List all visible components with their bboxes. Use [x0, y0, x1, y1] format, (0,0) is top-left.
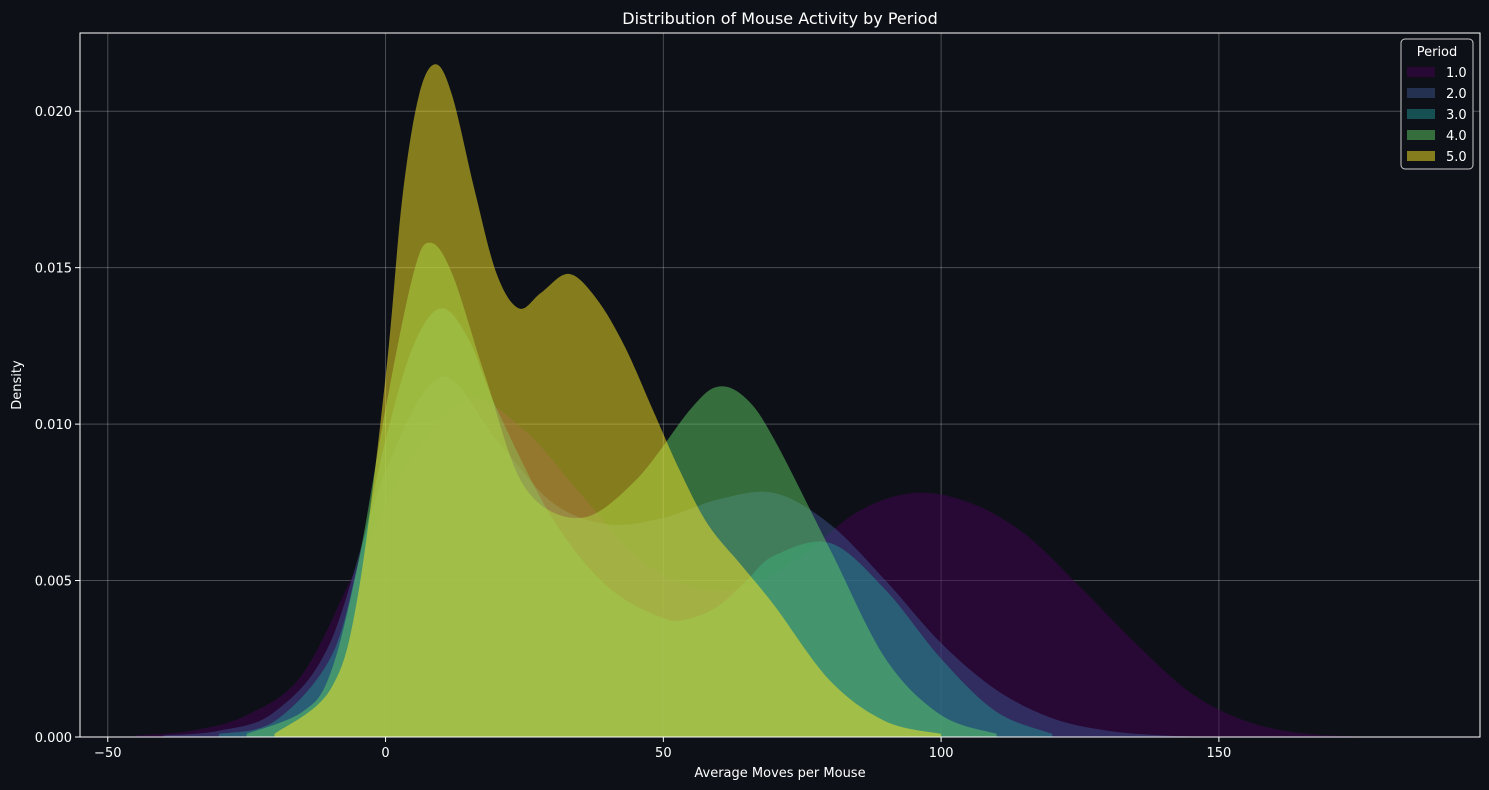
legend-swatch — [1407, 67, 1435, 77]
legend-label: 1.0 — [1446, 66, 1467, 81]
legend-swatch — [1407, 151, 1435, 161]
legend-label: 5.0 — [1446, 150, 1467, 165]
legend-swatch — [1407, 88, 1435, 98]
plot-frame — [79, 32, 1481, 738]
y-tick-label: 0.010 — [35, 418, 72, 433]
y-axis-ticks: 0.000 0.005 0.010 0.015 0.020 — [35, 105, 80, 746]
x-tick-label: 100 — [929, 746, 954, 761]
x-axis-ticks: −50 0 50 100 150 — [94, 737, 1231, 761]
legend-title: Period — [1417, 45, 1458, 60]
density-area-period-5-0 — [274, 64, 942, 738]
x-tick-label: 0 — [381, 746, 389, 761]
y-tick-label: 0.005 — [35, 575, 72, 590]
x-tick-label: 50 — [655, 746, 672, 761]
y-axis-label: Density — [10, 360, 25, 410]
legend-swatch — [1407, 109, 1435, 119]
x-tick-label: −50 — [94, 746, 121, 761]
x-tick-label: 150 — [1206, 746, 1231, 761]
legend-label: 4.0 — [1446, 129, 1467, 144]
legend-label: 2.0 — [1446, 87, 1467, 102]
x-axis-label: Average Moves per Mouse — [694, 766, 865, 781]
y-tick-label: 0.000 — [35, 731, 72, 746]
legend-swatch — [1407, 130, 1435, 140]
legend-label: 3.0 — [1446, 108, 1467, 123]
legend: Period 1.0 2.0 3.0 4.0 5.0 — [1400, 38, 1474, 170]
y-tick-label: 0.020 — [35, 105, 72, 120]
y-tick-label: 0.015 — [35, 262, 72, 277]
chart-title: Distribution of Mouse Activity by Period — [622, 9, 937, 28]
density-areas — [135, 64, 1358, 738]
